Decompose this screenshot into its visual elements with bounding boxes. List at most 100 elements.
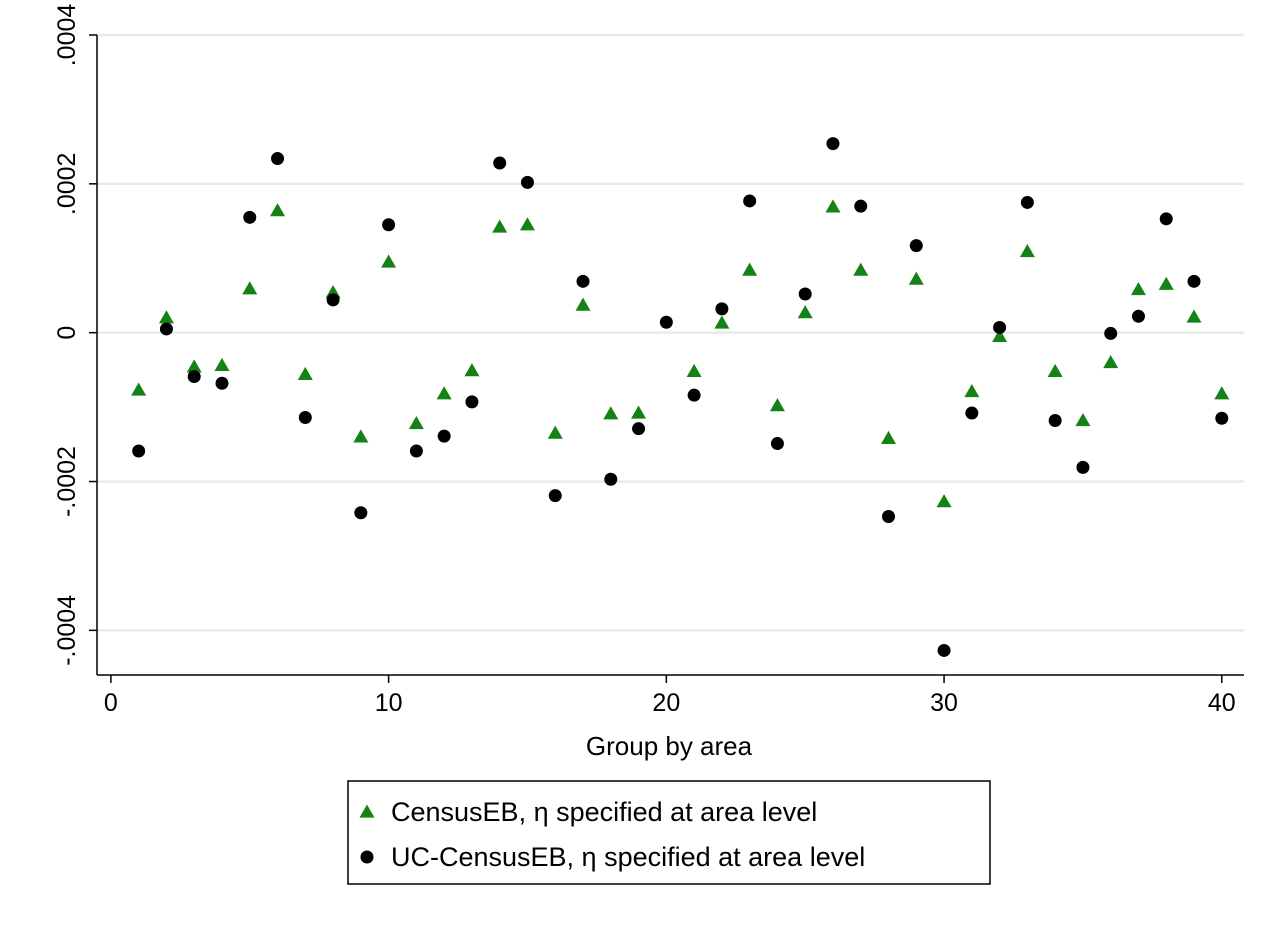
circle-point — [576, 274, 590, 288]
circle-point — [465, 395, 479, 409]
x-tick-label: 30 — [930, 689, 958, 717]
triangle-point — [1130, 282, 1146, 296]
legend: CensusEB, η specified at area level UC-Ce… — [347, 780, 991, 885]
triangle-point — [242, 281, 258, 295]
triangle-point — [408, 415, 424, 430]
triangle-point — [1158, 276, 1174, 290]
triangle-point — [714, 315, 730, 329]
circle-point — [798, 287, 812, 301]
triangle-point — [1019, 244, 1035, 258]
circle-point — [854, 199, 868, 213]
triangle-point — [436, 386, 452, 400]
x-axis-ticks: 0 10 20 30 40 — [104, 675, 1236, 717]
series-1 — [131, 199, 1230, 508]
circle-point — [132, 444, 146, 458]
circle-point — [993, 320, 1007, 334]
triangle-point — [519, 217, 535, 231]
circle-point — [493, 156, 507, 170]
x-tick-label: 0 — [104, 689, 118, 717]
circle-point — [882, 509, 896, 523]
triangle-point — [1214, 386, 1230, 400]
circle-point — [770, 437, 784, 451]
legend-marker-circle — [360, 850, 374, 864]
y-tick-label: .0002 — [53, 153, 81, 216]
triangle-point — [603, 406, 619, 420]
circle-point — [687, 388, 701, 402]
circle-point — [520, 175, 534, 189]
circle-point — [1159, 212, 1173, 226]
triangle-point — [547, 425, 563, 439]
circle-point — [243, 210, 257, 224]
circle-point — [1215, 411, 1229, 425]
circle-point — [632, 422, 646, 436]
triangle-point — [186, 359, 202, 373]
circle-point — [548, 489, 562, 503]
legend-marker-triangle — [359, 804, 375, 818]
triangle-point — [1047, 363, 1063, 377]
circle-point — [659, 315, 673, 329]
circle-point — [271, 152, 285, 166]
triangle-point — [853, 262, 869, 276]
triangle-point — [992, 328, 1008, 343]
circle-point — [909, 239, 923, 253]
circle-point — [1076, 460, 1090, 474]
legend-box — [347, 780, 991, 885]
circle-point — [604, 472, 618, 486]
circle-point — [743, 194, 757, 208]
x-axis-title: Group by area — [586, 731, 753, 761]
triangle-point — [464, 363, 480, 377]
triangle-point — [575, 297, 591, 311]
triangle-point — [492, 219, 508, 233]
circle-point — [326, 293, 340, 307]
triangle-point — [353, 429, 369, 443]
y-tick-label: -.0002 — [53, 446, 81, 517]
x-tick-label: 20 — [652, 689, 680, 717]
circle-point — [715, 302, 729, 316]
triangle-point — [1103, 354, 1119, 369]
circle-point — [298, 411, 312, 425]
series-2 — [132, 137, 1229, 657]
triangle-point — [297, 366, 313, 380]
circle-point — [409, 444, 423, 458]
circle-point — [965, 406, 979, 420]
triangle-point — [908, 271, 924, 285]
x-tick-label: 10 — [375, 689, 403, 717]
triangle-point — [631, 405, 647, 419]
x-tick-label: 40 — [1208, 689, 1236, 717]
circle-point — [1048, 413, 1062, 427]
triangle-point — [686, 363, 702, 377]
triangle-point — [797, 305, 813, 319]
circle-point — [354, 506, 368, 520]
triangle-point — [769, 398, 785, 412]
circle-point — [215, 376, 229, 390]
triangle-point — [131, 382, 147, 396]
legend-label: CensusEB, η specified at area level — [391, 797, 817, 827]
legend-label: UC-CensusEB, η specified at area level — [391, 842, 865, 872]
y-tick-label: 0 — [53, 326, 81, 340]
data-points — [131, 137, 1230, 657]
circle-point — [826, 137, 840, 151]
grid-lines — [97, 33, 1244, 632]
y-tick-label: -.0004 — [53, 595, 81, 666]
legend-items: CensusEB, η specified at area level UC-Ce… — [359, 797, 865, 872]
triangle-point — [214, 357, 230, 372]
triangle-point — [964, 383, 980, 398]
circle-point — [1104, 326, 1118, 340]
triangle-point — [936, 494, 952, 508]
circle-point — [187, 370, 201, 384]
circle-point — [1187, 274, 1201, 288]
triangle-point — [1075, 412, 1091, 427]
triangle-point — [381, 254, 397, 268]
triangle-point — [270, 203, 286, 217]
triangle-point — [825, 199, 841, 213]
circle-point — [382, 218, 396, 232]
triangle-point — [742, 262, 758, 276]
circle-point — [1131, 309, 1145, 323]
circle-point — [159, 322, 173, 336]
circle-point — [437, 429, 451, 443]
triangle-point — [881, 430, 897, 444]
y-tick-label: .0004 — [53, 4, 81, 67]
circle-point — [937, 643, 951, 657]
